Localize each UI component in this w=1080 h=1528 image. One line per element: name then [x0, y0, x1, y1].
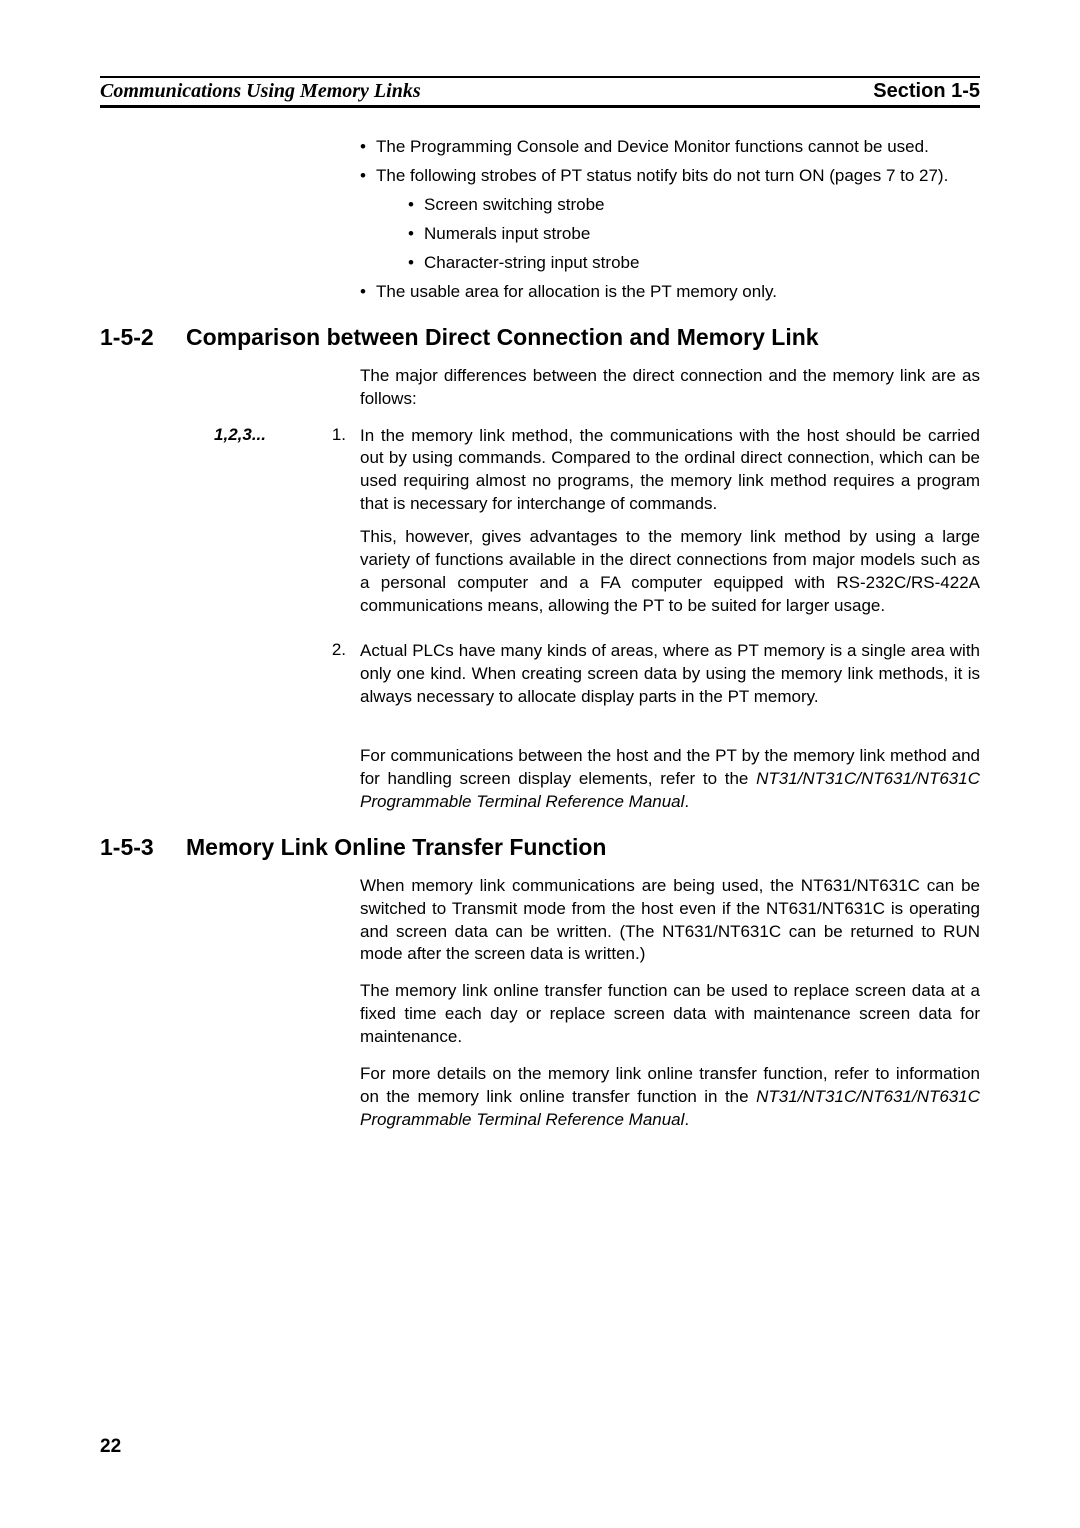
section-number: 1-5-2	[100, 324, 186, 351]
bullet-item: The usable area for allocation is the PT…	[360, 281, 980, 304]
section-heading-1-5-3: 1-5-3 Memory Link Online Transfer Functi…	[100, 834, 980, 861]
ordered-item: 1. In the memory link method, the commun…	[300, 425, 980, 629]
ordered-item: 2. Actual PLCs have many kinds of areas,…	[300, 640, 980, 719]
section-number: 1-5-3	[100, 834, 186, 861]
sub-bullet-text: Character-string input strobe	[424, 253, 639, 272]
footer-post: .	[684, 792, 689, 811]
bullet-text: The Programming Console and Device Monit…	[376, 137, 929, 156]
section-intro: The major differences between the direct…	[360, 365, 980, 411]
sub-bullet-list: Screen switching strobe Numerals input s…	[408, 194, 980, 275]
page-number: 22	[100, 1436, 121, 1458]
section-title: Memory Link Online Transfer Function	[186, 834, 606, 861]
numbered-list-label: 1,2,3...	[100, 425, 300, 731]
footer-post: .	[684, 1110, 689, 1129]
bullet-text: The usable area for allocation is the PT…	[376, 282, 777, 301]
sub-bullet-item: Numerals input strobe	[408, 223, 980, 246]
ordered-para: This, however, gives advantages to the m…	[360, 526, 980, 618]
section-footer: For more details on the memory link onli…	[360, 1063, 980, 1132]
ordered-text: In the memory link method, the communica…	[360, 425, 980, 629]
bullet-item: The following strobes of PT status notif…	[360, 165, 980, 275]
ordered-marker: 1.	[300, 425, 360, 629]
header-rule	[100, 76, 980, 78]
header-title: Communications Using Memory Links	[100, 80, 421, 103]
ordered-para: Actual PLCs have many kinds of areas, wh…	[360, 640, 980, 709]
header-section: Section 1-5	[873, 80, 980, 103]
top-bullet-list: The Programming Console and Device Monit…	[360, 136, 980, 304]
numbered-list-block: 1,2,3... 1. In the memory link method, t…	[100, 425, 980, 731]
section-title: Comparison between Direct Connection and…	[186, 324, 819, 351]
section-heading-1-5-2: 1-5-2 Comparison between Direct Connecti…	[100, 324, 980, 351]
bullet-item: The Programming Console and Device Monit…	[360, 136, 980, 159]
ordered-text: Actual PLCs have many kinds of areas, wh…	[360, 640, 980, 719]
bullet-text: The following strobes of PT status notif…	[376, 166, 948, 185]
page-header: Communications Using Memory Links Sectio…	[100, 80, 980, 108]
sub-bullet-text: Numerals input strobe	[424, 224, 590, 243]
section-para: When memory link communications are bein…	[360, 875, 980, 967]
numbered-list-content: 1. In the memory link method, the commun…	[300, 425, 980, 731]
section-para: The memory link online transfer function…	[360, 980, 980, 1049]
section-footer: For communications between the host and …	[360, 745, 980, 814]
sub-bullet-item: Screen switching strobe	[408, 194, 980, 217]
ordered-marker: 2.	[300, 640, 360, 719]
ordered-para: In the memory link method, the communica…	[360, 425, 980, 517]
sub-bullet-text: Screen switching strobe	[424, 195, 604, 214]
sub-bullet-item: Character-string input strobe	[408, 252, 980, 275]
